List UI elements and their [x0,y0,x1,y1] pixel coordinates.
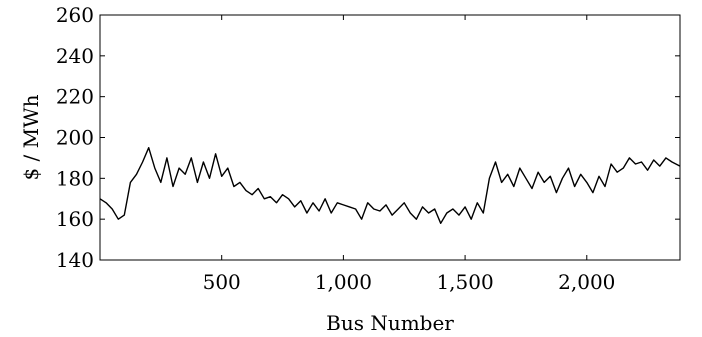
x-axis: 500 1,000 1,500 2,000 [203,15,615,294]
x-tick-label: 1,000 [315,270,372,294]
axes-frame [99,14,681,261]
x-tick-label: 500 [203,270,241,294]
y-axis: 140 160 180 200 220 240 260 [56,3,680,272]
x-tick-label: 1,500 [436,270,493,294]
y-axis-label: $ / MWh [19,94,43,180]
y-tick-label: 260 [56,3,94,27]
y-tick-label: 240 [56,44,94,68]
y-tick-label: 180 [56,166,94,190]
series-line [99,146,681,225]
y-tick-label: 160 [56,207,94,231]
x-tick-label: 2,000 [558,270,615,294]
plot-area [99,146,681,225]
y-tick-label: 220 [56,85,94,109]
y-tick-label: 140 [56,248,94,272]
x-axis-label: Bus Number [326,311,454,335]
y-tick-label: 200 [56,126,94,150]
